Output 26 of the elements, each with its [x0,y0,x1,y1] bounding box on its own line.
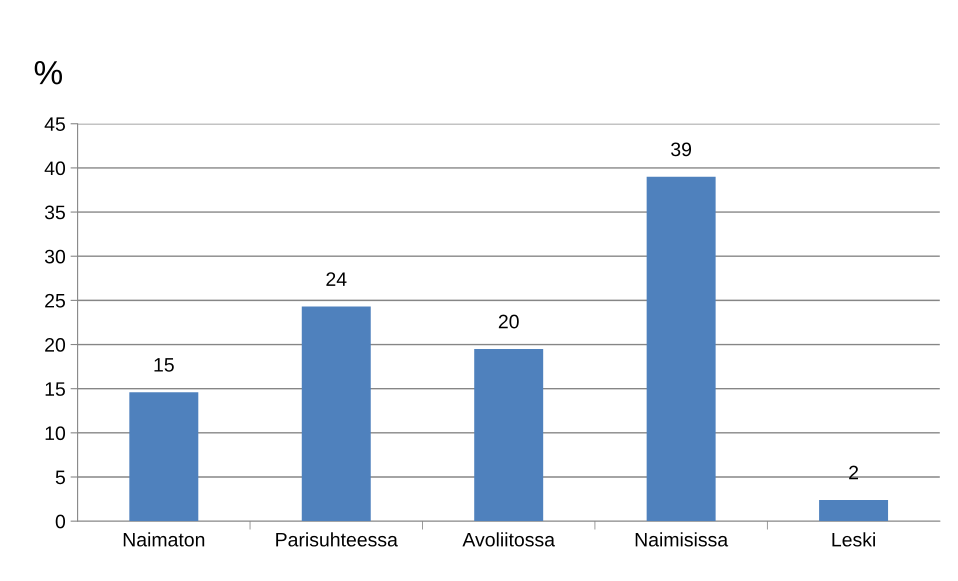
x-tick-label: Leski [832,532,875,547]
data-label: 24 [326,272,347,286]
y-tick-label: 20 [45,338,66,352]
x-tick-label: Naimisissa [636,532,728,547]
y-tick-label: 5 [56,470,65,484]
y-tick-label: 25 [45,294,65,308]
x-tick-label: Avoliitossa [462,532,555,547]
y-tick-label: 0 [56,514,66,528]
y-tick-label: 45 [44,117,65,131]
y-tick-label: 10 [46,426,66,440]
y-axis-title: % [34,61,62,84]
bar [646,176,716,522]
y-tick-label: 35 [44,206,65,220]
data-label: 20 [498,314,519,328]
data-label: 2 [849,466,858,480]
y-tick-label: 40 [44,161,66,176]
data-label: 39 [671,142,692,156]
y-tick-label: 30 [44,250,66,264]
y-tick-label: 15 [46,382,65,396]
bar [302,306,371,522]
bar [129,392,198,522]
x-tick-label: Parisuhteessa [276,532,398,547]
data-label: 15 [154,358,174,372]
bar [474,348,544,522]
x-tick-label: Naimaton [124,532,204,547]
bar [819,500,888,522]
